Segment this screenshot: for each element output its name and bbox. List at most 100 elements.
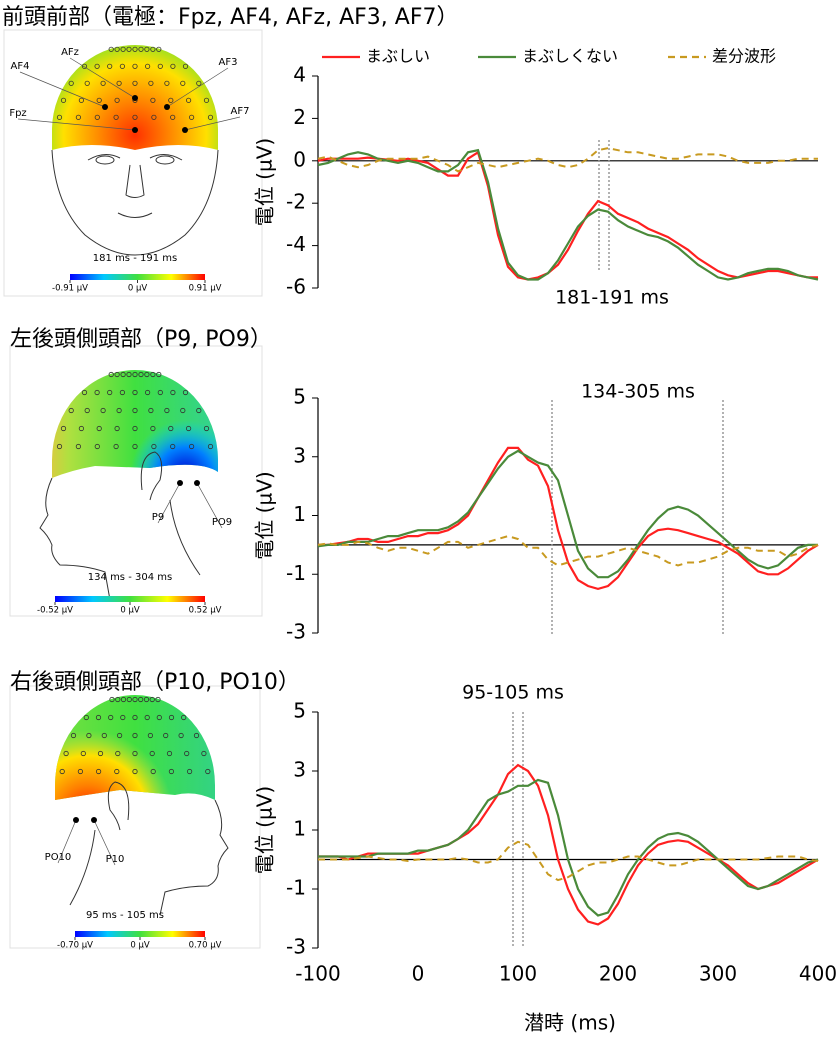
leader-line xyxy=(69,57,136,99)
electrode-label: AF3 xyxy=(219,57,238,68)
topomap xyxy=(9,345,263,617)
electrode-label: AF7 xyxy=(231,106,250,117)
electrode-dot xyxy=(120,714,126,721)
electrode-dot xyxy=(113,114,119,120)
electrode-dot xyxy=(84,407,90,414)
electrode-dot xyxy=(180,407,186,414)
electrode-dot xyxy=(68,407,74,414)
electrode-dot xyxy=(56,114,63,120)
electrode-dot xyxy=(80,750,86,757)
leader-line xyxy=(19,71,106,108)
face-outline xyxy=(39,477,201,601)
x-tick-label: 300 xyxy=(699,962,737,986)
electrode-dot xyxy=(63,750,69,757)
electrode-dot xyxy=(193,732,200,739)
panel-title: 前頭前部（電極：Fpz, AF4, AFz, AF3, AF7） xyxy=(2,5,458,30)
electrode-dot xyxy=(60,97,67,103)
electrode-dot xyxy=(94,63,100,69)
electrode-dot xyxy=(119,63,126,69)
y-tick-label: -1 xyxy=(286,876,306,900)
y-tick-label: -4 xyxy=(286,232,306,256)
electrode-dot xyxy=(94,114,100,120)
electrode-dot xyxy=(60,425,67,432)
electrode-dot xyxy=(78,425,85,432)
electrode-dot xyxy=(150,425,156,432)
y-axis-label: 電位 (µV) xyxy=(253,138,277,226)
electrode-dot xyxy=(156,714,162,721)
electrode-dot xyxy=(186,97,192,103)
selected-electrode xyxy=(102,104,108,110)
electrode-dot xyxy=(126,46,132,52)
electrode-dot xyxy=(70,732,77,739)
electrode-dot xyxy=(120,371,126,378)
electrode-dot xyxy=(150,768,156,775)
electrode-dot xyxy=(115,696,121,703)
electrode-dot xyxy=(132,80,138,86)
electrode-dot xyxy=(182,389,189,396)
electrode-dot xyxy=(189,443,195,450)
electrode-dot xyxy=(138,46,144,52)
electrode-dot xyxy=(186,425,192,432)
x-tick-label: 200 xyxy=(599,962,637,986)
leader-line xyxy=(17,118,136,131)
series-line xyxy=(318,763,819,926)
colorbar-label: -0.70 µV xyxy=(57,941,93,951)
electrode-dot xyxy=(132,732,138,739)
selected-electrode xyxy=(132,95,138,101)
y-tick-label: -3 xyxy=(286,935,306,959)
electrode-dot xyxy=(132,750,138,757)
electrode-dot xyxy=(157,63,163,69)
electrode-label: P10 xyxy=(106,854,125,865)
face-outline xyxy=(51,149,219,256)
electrode-dot xyxy=(114,768,120,775)
y-tick-label: 5 xyxy=(293,385,306,409)
electrode-dot xyxy=(120,46,126,52)
y-tick-label: 0 xyxy=(293,147,306,171)
x-tick-label: 400 xyxy=(799,962,837,986)
leader-line xyxy=(196,482,223,529)
electrode-dot xyxy=(113,443,119,450)
y-tick-label: 3 xyxy=(293,443,306,467)
electrode-dot xyxy=(68,80,74,86)
y-tick-label: 2 xyxy=(293,105,306,129)
electrode-dot xyxy=(108,46,114,52)
y-tick-label: 4 xyxy=(293,63,306,87)
electrode-dot xyxy=(114,46,120,52)
electrode-dot xyxy=(56,443,63,450)
legend-label: 差分波形 xyxy=(712,47,776,66)
electrode-dot xyxy=(81,63,88,69)
electrode-dot xyxy=(145,63,151,69)
electrode-dot xyxy=(132,46,138,52)
selected-electrode xyxy=(164,104,170,110)
electrode-dot xyxy=(119,389,126,396)
selected-electrode xyxy=(177,480,183,486)
electrode-dot xyxy=(132,407,138,414)
electrode-dot xyxy=(100,407,106,414)
electrode-dot xyxy=(96,425,102,432)
y-tick-label: -1 xyxy=(286,561,306,585)
electrode-dot xyxy=(132,768,138,775)
colorbar-label: 0.52 µV xyxy=(189,606,222,616)
electrode-dot xyxy=(132,425,138,432)
series-line xyxy=(318,840,819,882)
electrode-dot xyxy=(150,371,156,378)
electrode-dot xyxy=(205,768,211,775)
leader-line xyxy=(184,116,241,131)
x-tick-label: -100 xyxy=(295,962,340,986)
colorbar-label: 0 µV xyxy=(130,941,150,951)
ear xyxy=(107,781,130,831)
electrode-dot xyxy=(138,371,144,378)
electrode-dot xyxy=(126,371,132,378)
electrode-dot xyxy=(114,425,120,432)
electrode-dot xyxy=(168,425,174,432)
electrode-dot xyxy=(96,97,102,103)
electrode-dot xyxy=(107,63,113,69)
electrode-dot xyxy=(108,714,114,721)
electrode-dot xyxy=(170,63,176,69)
eye xyxy=(95,155,115,165)
electrode-dot xyxy=(184,750,190,757)
electrode-dot xyxy=(207,443,214,450)
topomap xyxy=(9,685,261,949)
electrode-dot xyxy=(75,114,82,120)
